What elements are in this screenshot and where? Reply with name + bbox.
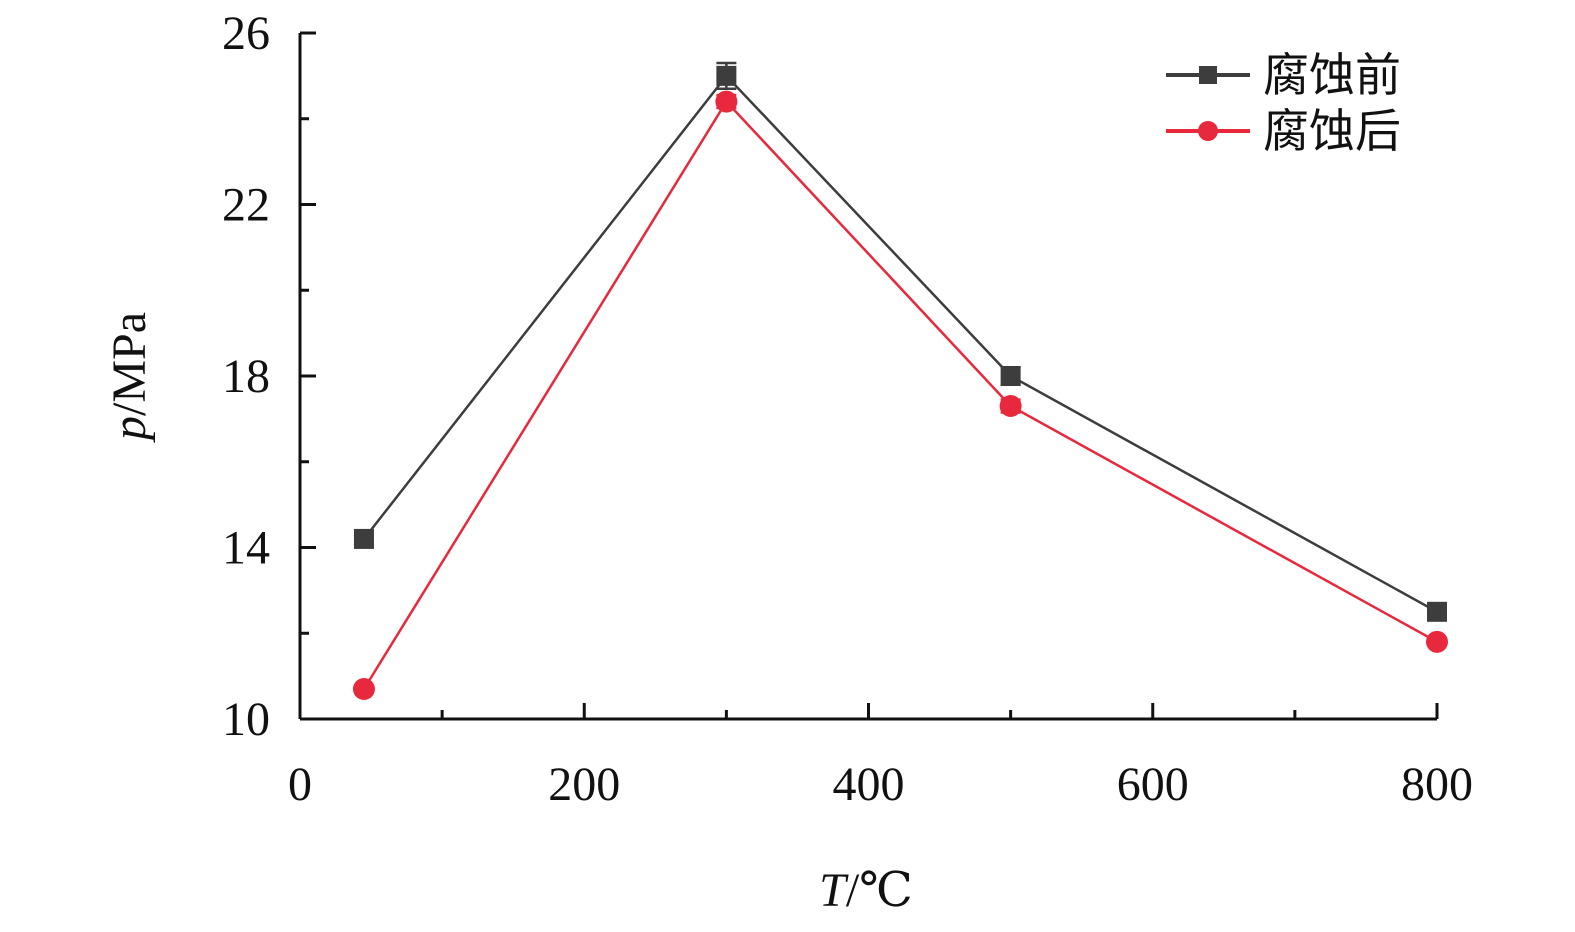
series-2	[352, 90, 1448, 700]
data-point-circle	[999, 395, 1022, 418]
y-axis-unit: /MPa	[103, 312, 156, 416]
legend-item-1: 腐蚀前	[1166, 48, 1401, 102]
legend-label: 腐蚀后	[1263, 104, 1401, 158]
x-tick-label: 800	[1401, 758, 1473, 811]
x-tick-label: 600	[1117, 758, 1189, 811]
legend-marker-square	[1199, 66, 1217, 84]
data-point-circle	[1426, 630, 1448, 653]
data-point-circle	[352, 677, 375, 700]
y-tick-label: 10	[222, 693, 270, 746]
x-axis-unit: /℃	[846, 864, 913, 917]
data-point-square	[716, 65, 737, 86]
y-tick-label: 18	[222, 350, 270, 403]
x-tick-label: 400	[833, 758, 905, 811]
y-tick-label: 14	[222, 522, 270, 575]
axes: 10 14 18 22 26 0 200 400 600 800	[222, 7, 1473, 811]
y-tick-label: 22	[222, 179, 270, 232]
y-axis-label: p/MPa	[103, 312, 156, 443]
series-line	[362, 99, 1438, 690]
legend-item-2: 腐蚀后	[1166, 104, 1401, 158]
x-axis-variable: T	[819, 864, 849, 917]
data-point-square	[353, 528, 374, 549]
x-tick-label: 200	[548, 758, 620, 811]
y-axis-variable: p	[103, 416, 156, 443]
x-axis-label: T/℃	[819, 864, 913, 917]
legend-marker-circle	[1198, 121, 1218, 141]
legend-label: 腐蚀前	[1263, 48, 1401, 102]
x-tick-label: 0	[288, 758, 312, 811]
y-tick-label: 26	[222, 7, 270, 60]
series-1	[353, 61, 1447, 622]
data-point-circle	[715, 90, 738, 113]
data-point-square	[1000, 366, 1021, 386]
series-line	[362, 73, 1438, 613]
data-point-square	[1427, 601, 1447, 622]
series-layer	[352, 61, 1448, 700]
